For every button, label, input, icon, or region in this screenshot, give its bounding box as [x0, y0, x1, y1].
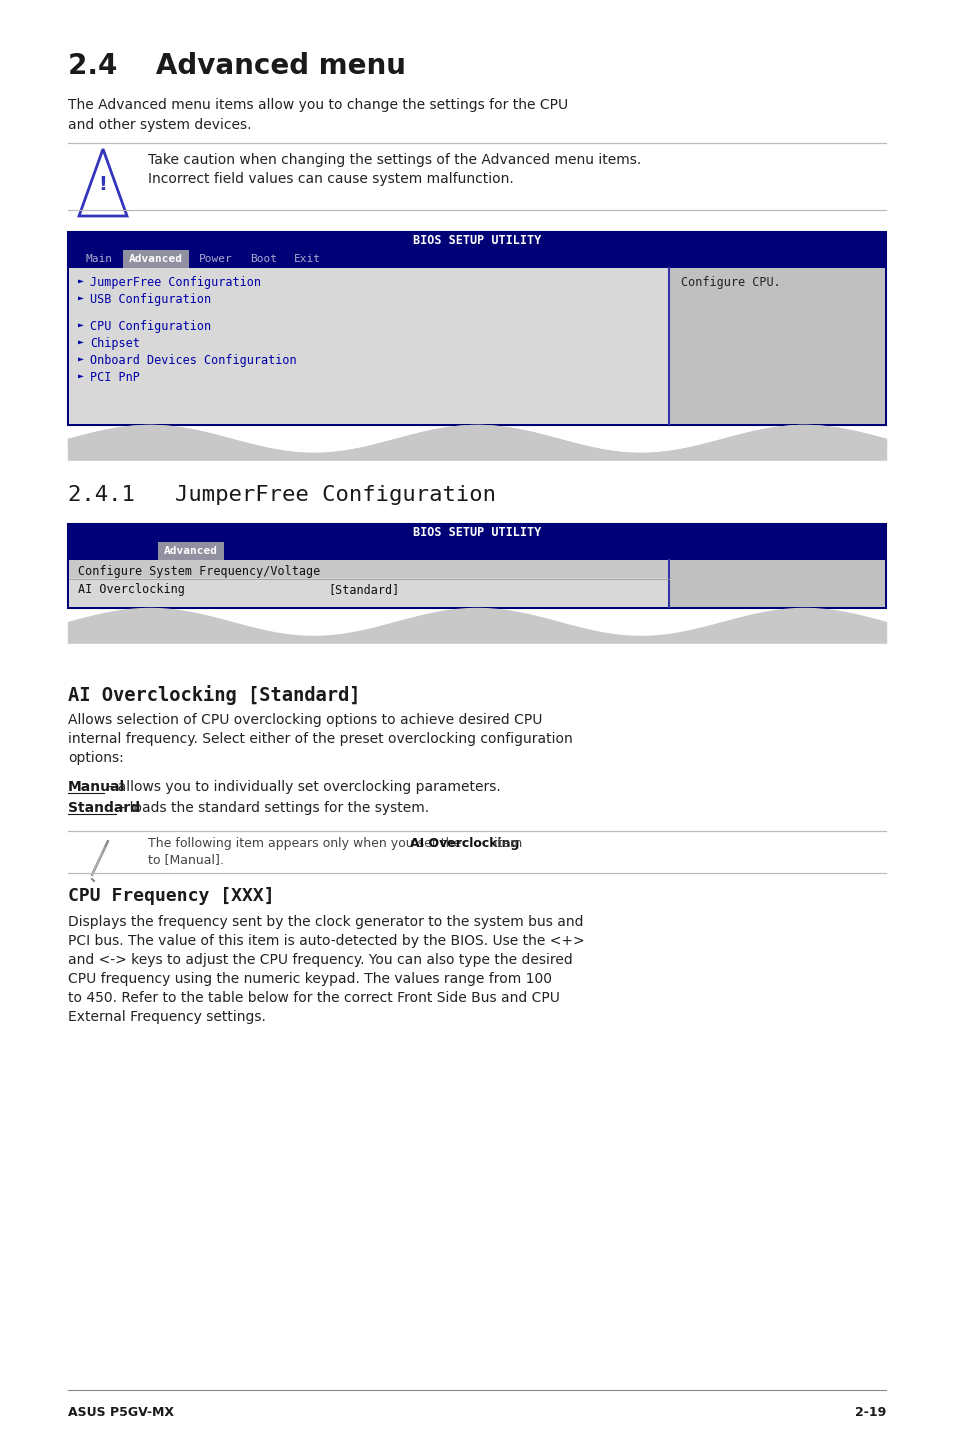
Text: - loads the standard settings for the system.: - loads the standard settings for the sy…	[116, 801, 429, 815]
Text: The Advanced menu items allow you to change the settings for the CPU: The Advanced menu items allow you to cha…	[68, 98, 568, 112]
Text: ►: ►	[78, 336, 84, 347]
Text: Manual: Manual	[68, 779, 125, 794]
Text: Advanced: Advanced	[164, 546, 218, 557]
Text: CPU Frequency [XXX]: CPU Frequency [XXX]	[68, 887, 274, 905]
Text: item: item	[490, 837, 522, 850]
FancyBboxPatch shape	[68, 250, 885, 267]
Text: Configure CPU.: Configure CPU.	[680, 276, 781, 289]
FancyBboxPatch shape	[69, 559, 668, 578]
Text: Exit: Exit	[294, 255, 320, 265]
FancyBboxPatch shape	[68, 542, 885, 559]
FancyBboxPatch shape	[68, 232, 885, 426]
Text: - allows you to individually set overclocking parameters.: - allows you to individually set overclo…	[104, 779, 500, 794]
Text: ►: ►	[78, 293, 84, 303]
Text: internal frequency. Select either of the preset overclocking configuration: internal frequency. Select either of the…	[68, 732, 572, 746]
Text: to 450. Refer to the table below for the correct Front Side Bus and CPU: to 450. Refer to the table below for the…	[68, 991, 559, 1005]
Text: BIOS SETUP UTILITY: BIOS SETUP UTILITY	[413, 526, 540, 539]
FancyBboxPatch shape	[69, 267, 668, 424]
Text: Take caution when changing the settings of the Advanced menu items.: Take caution when changing the settings …	[148, 152, 640, 167]
Text: Chipset: Chipset	[90, 336, 140, 349]
Text: !: !	[98, 175, 108, 194]
Text: AI Overclocking: AI Overclocking	[410, 837, 519, 850]
Text: Standard: Standard	[68, 801, 140, 815]
Text: 2.4    Advanced menu: 2.4 Advanced menu	[68, 52, 406, 81]
Text: Main: Main	[86, 255, 112, 265]
Text: and other system devices.: and other system devices.	[68, 118, 252, 132]
Text: [Standard]: [Standard]	[328, 582, 399, 595]
Text: ►: ►	[78, 354, 84, 364]
Text: PCI PnP: PCI PnP	[90, 371, 140, 384]
Text: JumperFree Configuration: JumperFree Configuration	[90, 276, 261, 289]
FancyBboxPatch shape	[69, 559, 668, 607]
Text: ►: ►	[78, 371, 84, 381]
FancyBboxPatch shape	[68, 523, 885, 542]
Text: to [Manual].: to [Manual].	[148, 853, 224, 866]
Text: ►: ►	[78, 321, 84, 329]
Text: BIOS SETUP UTILITY: BIOS SETUP UTILITY	[413, 234, 540, 247]
FancyBboxPatch shape	[158, 542, 224, 559]
Text: Incorrect field values can cause system malfunction.: Incorrect field values can cause system …	[148, 173, 514, 186]
Text: PCI bus. The value of this item is auto-detected by the BIOS. Use the <+>: PCI bus. The value of this item is auto-…	[68, 935, 584, 948]
Text: 2.4.1   JumperFree Configuration: 2.4.1 JumperFree Configuration	[68, 485, 496, 505]
FancyBboxPatch shape	[668, 267, 884, 424]
Text: AI Overclocking [Standard]: AI Overclocking [Standard]	[68, 684, 360, 705]
Text: Configure System Frequency/Voltage: Configure System Frequency/Voltage	[78, 565, 320, 578]
Text: ►: ►	[78, 276, 84, 286]
Text: Advanced: Advanced	[129, 255, 183, 265]
FancyBboxPatch shape	[68, 232, 885, 250]
Text: Power: Power	[199, 255, 233, 265]
FancyBboxPatch shape	[123, 250, 189, 267]
Text: External Frequency settings.: External Frequency settings.	[68, 1009, 266, 1024]
Text: The following item appears only when you set the: The following item appears only when you…	[148, 837, 465, 850]
Text: CPU frequency using the numeric keypad. The values range from 100: CPU frequency using the numeric keypad. …	[68, 972, 552, 986]
FancyBboxPatch shape	[68, 523, 885, 608]
Text: options:: options:	[68, 751, 124, 765]
Text: Onboard Devices Configuration: Onboard Devices Configuration	[90, 354, 296, 367]
Text: Displays the frequency sent by the clock generator to the system bus and: Displays the frequency sent by the clock…	[68, 915, 583, 929]
Text: CPU Configuration: CPU Configuration	[90, 321, 211, 334]
FancyBboxPatch shape	[668, 559, 884, 607]
Text: ASUS P5GV-MX: ASUS P5GV-MX	[68, 1406, 173, 1419]
Text: Boot: Boot	[250, 255, 276, 265]
Text: AI Overclocking: AI Overclocking	[78, 582, 185, 595]
Text: USB Configuration: USB Configuration	[90, 293, 211, 306]
Text: 2-19: 2-19	[854, 1406, 885, 1419]
Text: Allows selection of CPU overclocking options to achieve desired CPU: Allows selection of CPU overclocking opt…	[68, 713, 542, 728]
Text: and <-> keys to adjust the CPU frequency. You can also type the desired: and <-> keys to adjust the CPU frequency…	[68, 953, 572, 966]
